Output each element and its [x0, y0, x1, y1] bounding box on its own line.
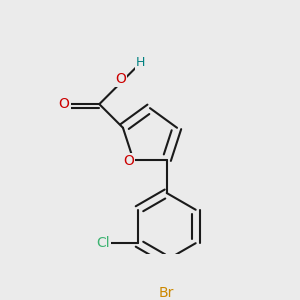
Text: H: H [136, 56, 145, 69]
Text: O: O [59, 97, 70, 111]
Text: Br: Br [159, 286, 174, 300]
Text: O: O [123, 154, 134, 168]
Text: O: O [115, 72, 126, 86]
Text: Cl: Cl [96, 236, 110, 250]
